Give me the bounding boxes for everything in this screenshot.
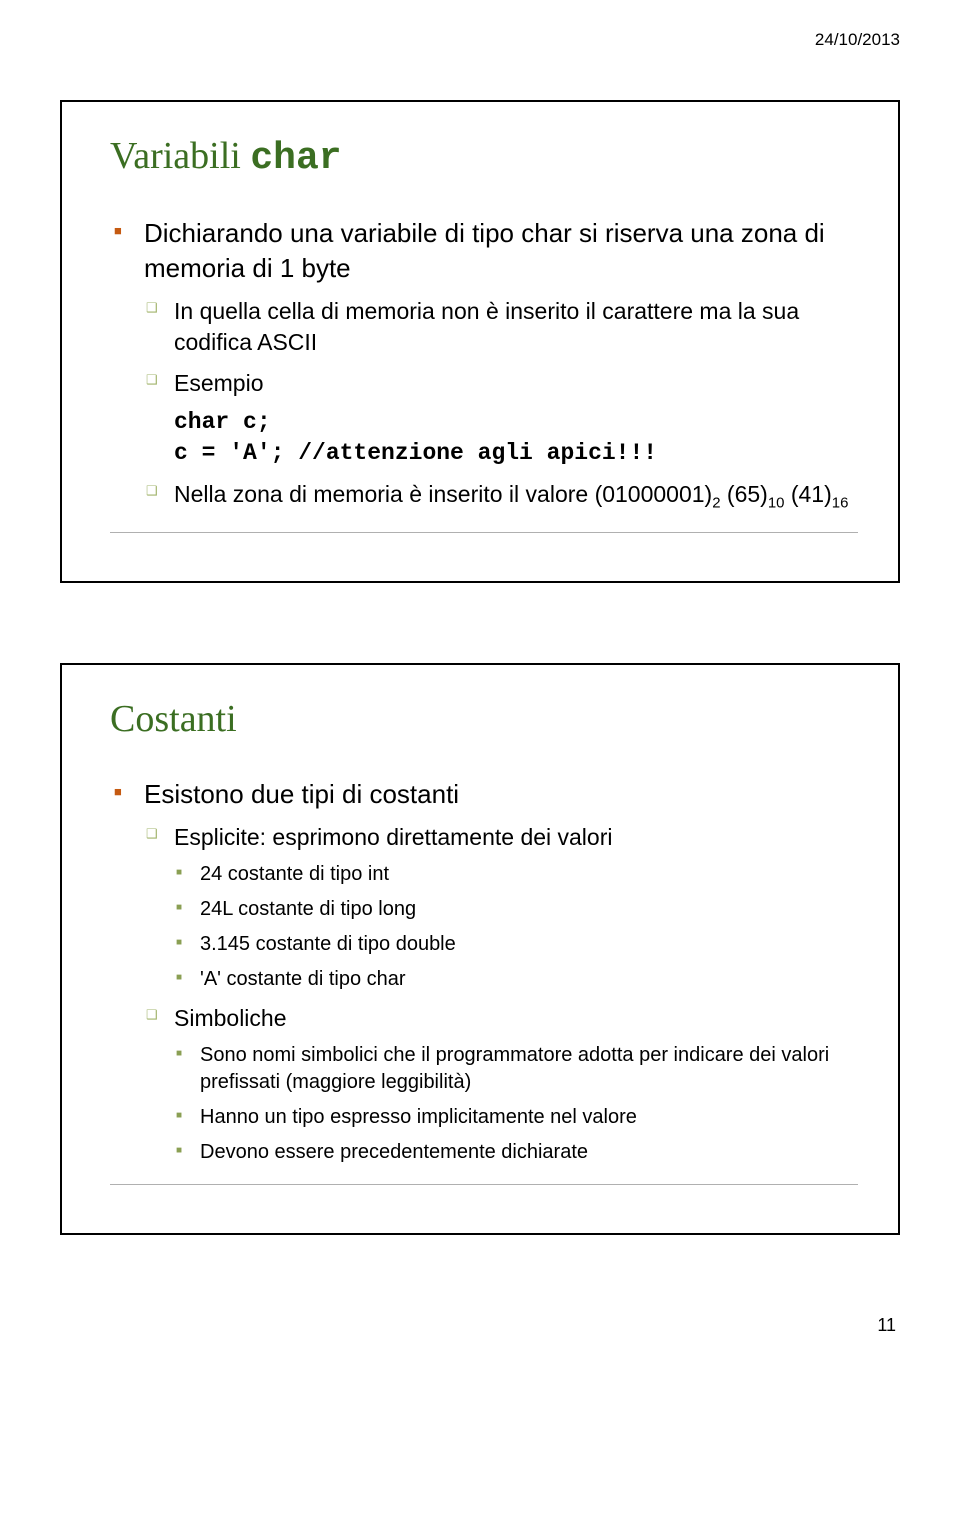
slide1-code2: c = 'A'; //attenzione agli apici!!! [174, 438, 858, 469]
slide1-b1-s3: Nella zona di memoria è inserito il valo… [144, 479, 858, 514]
slide2-s2-text: Simboliche [174, 1005, 287, 1031]
slide2-s2: Simboliche Sono nomi simbolici che il pr… [144, 1003, 858, 1166]
slide1-b1-s1: In quella cella di memoria non è inserit… [144, 296, 858, 358]
slide1-b1-s3-sub1: 2 [712, 495, 720, 512]
slide2-t6: Hanno un tipo espresso implicitamente ne… [174, 1104, 858, 1131]
slide1-b1-s3-sub3: 16 [832, 495, 849, 512]
slide2-b1-text: Esistono due tipi di costanti [144, 779, 459, 809]
header-date: 24/10/2013 [60, 30, 900, 50]
slide2-t3: 3.145 costante di tipo double [174, 931, 858, 958]
slide2-t7: Devono essere precedentemente dichiarate [174, 1139, 858, 1166]
slide2-t2: 24L costante di tipo long [174, 896, 858, 923]
slide1-divider [110, 532, 858, 533]
slide2-s1-text: Esplicite: esprimono direttamente dei va… [174, 824, 612, 850]
slide2-t5: Sono nomi simbolici che il programmatore… [174, 1042, 858, 1096]
slide1-b1-s3-pre: Nella zona di memoria è inserito il valo… [174, 481, 712, 507]
slide1-title: Variabili char [110, 134, 858, 180]
slide1-b1-s3-sub2: 10 [768, 495, 785, 512]
slide-costanti: Costanti Esistono due tipi di costanti E… [60, 663, 900, 1235]
slide1-b1-s3-mid: (65) [721, 481, 768, 507]
slide1-b1-text: Dichiarando una variabile di tipo char s… [144, 218, 825, 283]
slide1-code1: char c; [174, 407, 858, 438]
slide-variabili-char: Variabili char Dichiarando una variabile… [60, 100, 900, 583]
slide1-b1-s2-text: Esempio [174, 370, 263, 396]
slide2-s1: Esplicite: esprimono direttamente dei va… [144, 822, 858, 993]
slide2-b1: Esistono due tipi di costanti Esplicite:… [110, 777, 858, 1166]
slide1-title-pre: Variabili [110, 135, 250, 177]
slide1-b1-s2: Esempio char c; c = 'A'; //attenzione ag… [144, 368, 858, 469]
page-number: 11 [60, 1315, 900, 1336]
slide1-b1-s3-mid2: (41) [784, 481, 831, 507]
slide2-t1: 24 costante di tipo int [174, 861, 858, 888]
slide1-title-mono: char [250, 137, 341, 180]
slide1-bullet1: Dichiarando una variabile di tipo char s… [110, 216, 858, 514]
slide2-t4: 'A' costante di tipo char [174, 966, 858, 993]
slide2-title: Costanti [110, 697, 858, 741]
page: 24/10/2013 Variabili char Dichiarando un… [0, 0, 960, 1376]
slide2-divider [110, 1184, 858, 1185]
